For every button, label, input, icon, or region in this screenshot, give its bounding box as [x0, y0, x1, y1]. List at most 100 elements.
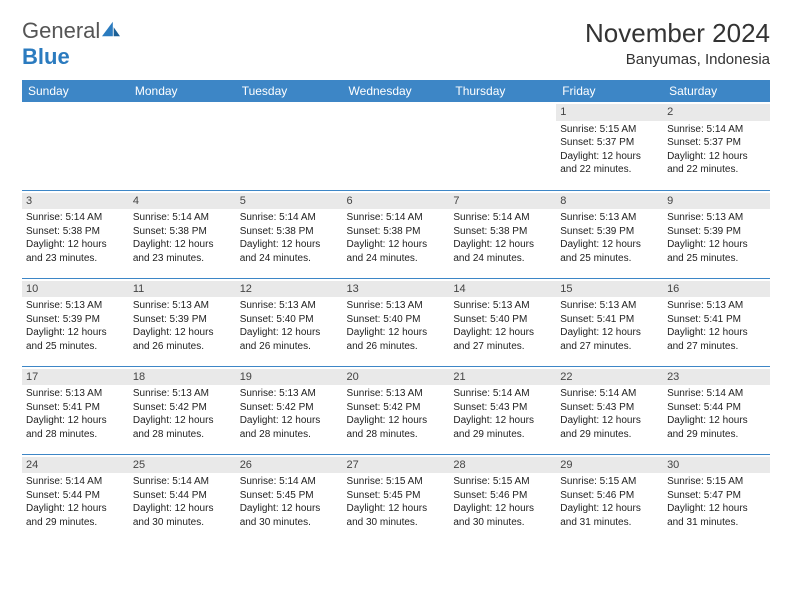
sunrise-text: Sunrise: 5:13 AM	[133, 299, 232, 313]
calendar-row: 1Sunrise: 5:15 AMSunset: 5:37 PMDaylight…	[22, 102, 770, 190]
sunrise-text: Sunrise: 5:15 AM	[667, 475, 766, 489]
weekday-header: Friday	[556, 80, 663, 102]
sunset-text: Sunset: 5:45 PM	[240, 489, 339, 503]
sunset-text: Sunset: 5:40 PM	[240, 313, 339, 327]
sunset-text: Sunset: 5:43 PM	[560, 401, 659, 415]
sunrise-text: Sunrise: 5:14 AM	[26, 211, 125, 225]
daylight-text: Daylight: 12 hours	[453, 414, 552, 428]
calendar-cell: 8Sunrise: 5:13 AMSunset: 5:39 PMDaylight…	[556, 190, 663, 278]
daylight-text: Daylight: 12 hours	[667, 414, 766, 428]
sunrise-text: Sunrise: 5:13 AM	[240, 387, 339, 401]
day-number: 8	[556, 193, 663, 210]
daylight-text: and 29 minutes.	[453, 428, 552, 442]
calendar-cell: 1Sunrise: 5:15 AMSunset: 5:37 PMDaylight…	[556, 102, 663, 190]
day-number: 27	[343, 457, 450, 474]
calendar-cell: 4Sunrise: 5:14 AMSunset: 5:38 PMDaylight…	[129, 190, 236, 278]
calendar-cell: 14Sunrise: 5:13 AMSunset: 5:40 PMDayligh…	[449, 278, 556, 366]
daylight-text: Daylight: 12 hours	[347, 502, 446, 516]
day-number: 20	[343, 369, 450, 386]
daylight-text: and 28 minutes.	[347, 428, 446, 442]
daylight-text: and 29 minutes.	[560, 428, 659, 442]
calendar-cell: 22Sunrise: 5:14 AMSunset: 5:43 PMDayligh…	[556, 366, 663, 454]
daylight-text: Daylight: 12 hours	[240, 238, 339, 252]
daylight-text: and 26 minutes.	[347, 340, 446, 354]
daylight-text: and 30 minutes.	[133, 516, 232, 530]
calendar-cell: 26Sunrise: 5:14 AMSunset: 5:45 PMDayligh…	[236, 454, 343, 542]
sunset-text: Sunset: 5:37 PM	[667, 136, 766, 150]
weekday-header: Tuesday	[236, 80, 343, 102]
sunrise-text: Sunrise: 5:15 AM	[453, 475, 552, 489]
sunrise-text: Sunrise: 5:13 AM	[453, 299, 552, 313]
weekday-header: Saturday	[663, 80, 770, 102]
daylight-text: Daylight: 12 hours	[26, 414, 125, 428]
brand-logo: General Blue	[22, 18, 122, 70]
day-number: 7	[449, 193, 556, 210]
sunset-text: Sunset: 5:40 PM	[453, 313, 552, 327]
sunset-text: Sunset: 5:41 PM	[560, 313, 659, 327]
sunset-text: Sunset: 5:39 PM	[560, 225, 659, 239]
sunset-text: Sunset: 5:37 PM	[560, 136, 659, 150]
sunset-text: Sunset: 5:39 PM	[667, 225, 766, 239]
daylight-text: Daylight: 12 hours	[560, 502, 659, 516]
calendar-cell: 17Sunrise: 5:13 AMSunset: 5:41 PMDayligh…	[22, 366, 129, 454]
daylight-text: and 29 minutes.	[667, 428, 766, 442]
day-number: 25	[129, 457, 236, 474]
daylight-text: and 24 minutes.	[347, 252, 446, 266]
daylight-text: Daylight: 12 hours	[133, 502, 232, 516]
sunset-text: Sunset: 5:42 PM	[347, 401, 446, 415]
sunrise-text: Sunrise: 5:14 AM	[240, 475, 339, 489]
calendar-cell	[343, 102, 450, 190]
day-number: 28	[449, 457, 556, 474]
calendar-cell: 6Sunrise: 5:14 AMSunset: 5:38 PMDaylight…	[343, 190, 450, 278]
calendar-cell: 25Sunrise: 5:14 AMSunset: 5:44 PMDayligh…	[129, 454, 236, 542]
sunset-text: Sunset: 5:46 PM	[453, 489, 552, 503]
day-number: 17	[22, 369, 129, 386]
sunrise-text: Sunrise: 5:14 AM	[133, 211, 232, 225]
daylight-text: and 22 minutes.	[560, 163, 659, 177]
calendar-header-row: Sunday Monday Tuesday Wednesday Thursday…	[22, 80, 770, 102]
daylight-text: and 27 minutes.	[560, 340, 659, 354]
daylight-text: Daylight: 12 hours	[667, 326, 766, 340]
sunrise-text: Sunrise: 5:14 AM	[560, 387, 659, 401]
sunset-text: Sunset: 5:45 PM	[347, 489, 446, 503]
sunrise-text: Sunrise: 5:15 AM	[347, 475, 446, 489]
sunrise-text: Sunrise: 5:13 AM	[347, 387, 446, 401]
day-number: 2	[663, 104, 770, 121]
daylight-text: Daylight: 12 hours	[667, 238, 766, 252]
day-number: 13	[343, 281, 450, 298]
sunrise-text: Sunrise: 5:15 AM	[560, 123, 659, 137]
day-number: 6	[343, 193, 450, 210]
sunset-text: Sunset: 5:44 PM	[667, 401, 766, 415]
daylight-text: and 25 minutes.	[26, 340, 125, 354]
calendar-cell: 20Sunrise: 5:13 AMSunset: 5:42 PMDayligh…	[343, 366, 450, 454]
daylight-text: Daylight: 12 hours	[26, 238, 125, 252]
sunrise-text: Sunrise: 5:14 AM	[667, 387, 766, 401]
calendar-body: 1Sunrise: 5:15 AMSunset: 5:37 PMDaylight…	[22, 102, 770, 542]
sunset-text: Sunset: 5:39 PM	[133, 313, 232, 327]
day-number: 1	[556, 104, 663, 121]
weekday-header: Sunday	[22, 80, 129, 102]
location: Banyumas, Indonesia	[585, 51, 770, 68]
month-title: November 2024	[585, 18, 770, 49]
calendar-cell: 19Sunrise: 5:13 AMSunset: 5:42 PMDayligh…	[236, 366, 343, 454]
sunrise-text: Sunrise: 5:13 AM	[667, 299, 766, 313]
daylight-text: and 24 minutes.	[453, 252, 552, 266]
calendar-cell: 27Sunrise: 5:15 AMSunset: 5:45 PMDayligh…	[343, 454, 450, 542]
daylight-text: and 23 minutes.	[26, 252, 125, 266]
daylight-text: and 28 minutes.	[133, 428, 232, 442]
sunset-text: Sunset: 5:43 PM	[453, 401, 552, 415]
sunrise-text: Sunrise: 5:14 AM	[667, 123, 766, 137]
daylight-text: Daylight: 12 hours	[133, 238, 232, 252]
daylight-text: Daylight: 12 hours	[240, 414, 339, 428]
calendar-cell	[129, 102, 236, 190]
daylight-text: Daylight: 12 hours	[133, 414, 232, 428]
calendar-cell: 5Sunrise: 5:14 AMSunset: 5:38 PMDaylight…	[236, 190, 343, 278]
daylight-text: Daylight: 12 hours	[133, 326, 232, 340]
daylight-text: Daylight: 12 hours	[26, 326, 125, 340]
daylight-text: Daylight: 12 hours	[667, 502, 766, 516]
calendar-cell: 2Sunrise: 5:14 AMSunset: 5:37 PMDaylight…	[663, 102, 770, 190]
sunrise-text: Sunrise: 5:14 AM	[133, 475, 232, 489]
sunset-text: Sunset: 5:47 PM	[667, 489, 766, 503]
calendar-cell: 23Sunrise: 5:14 AMSunset: 5:44 PMDayligh…	[663, 366, 770, 454]
sunrise-text: Sunrise: 5:14 AM	[240, 211, 339, 225]
